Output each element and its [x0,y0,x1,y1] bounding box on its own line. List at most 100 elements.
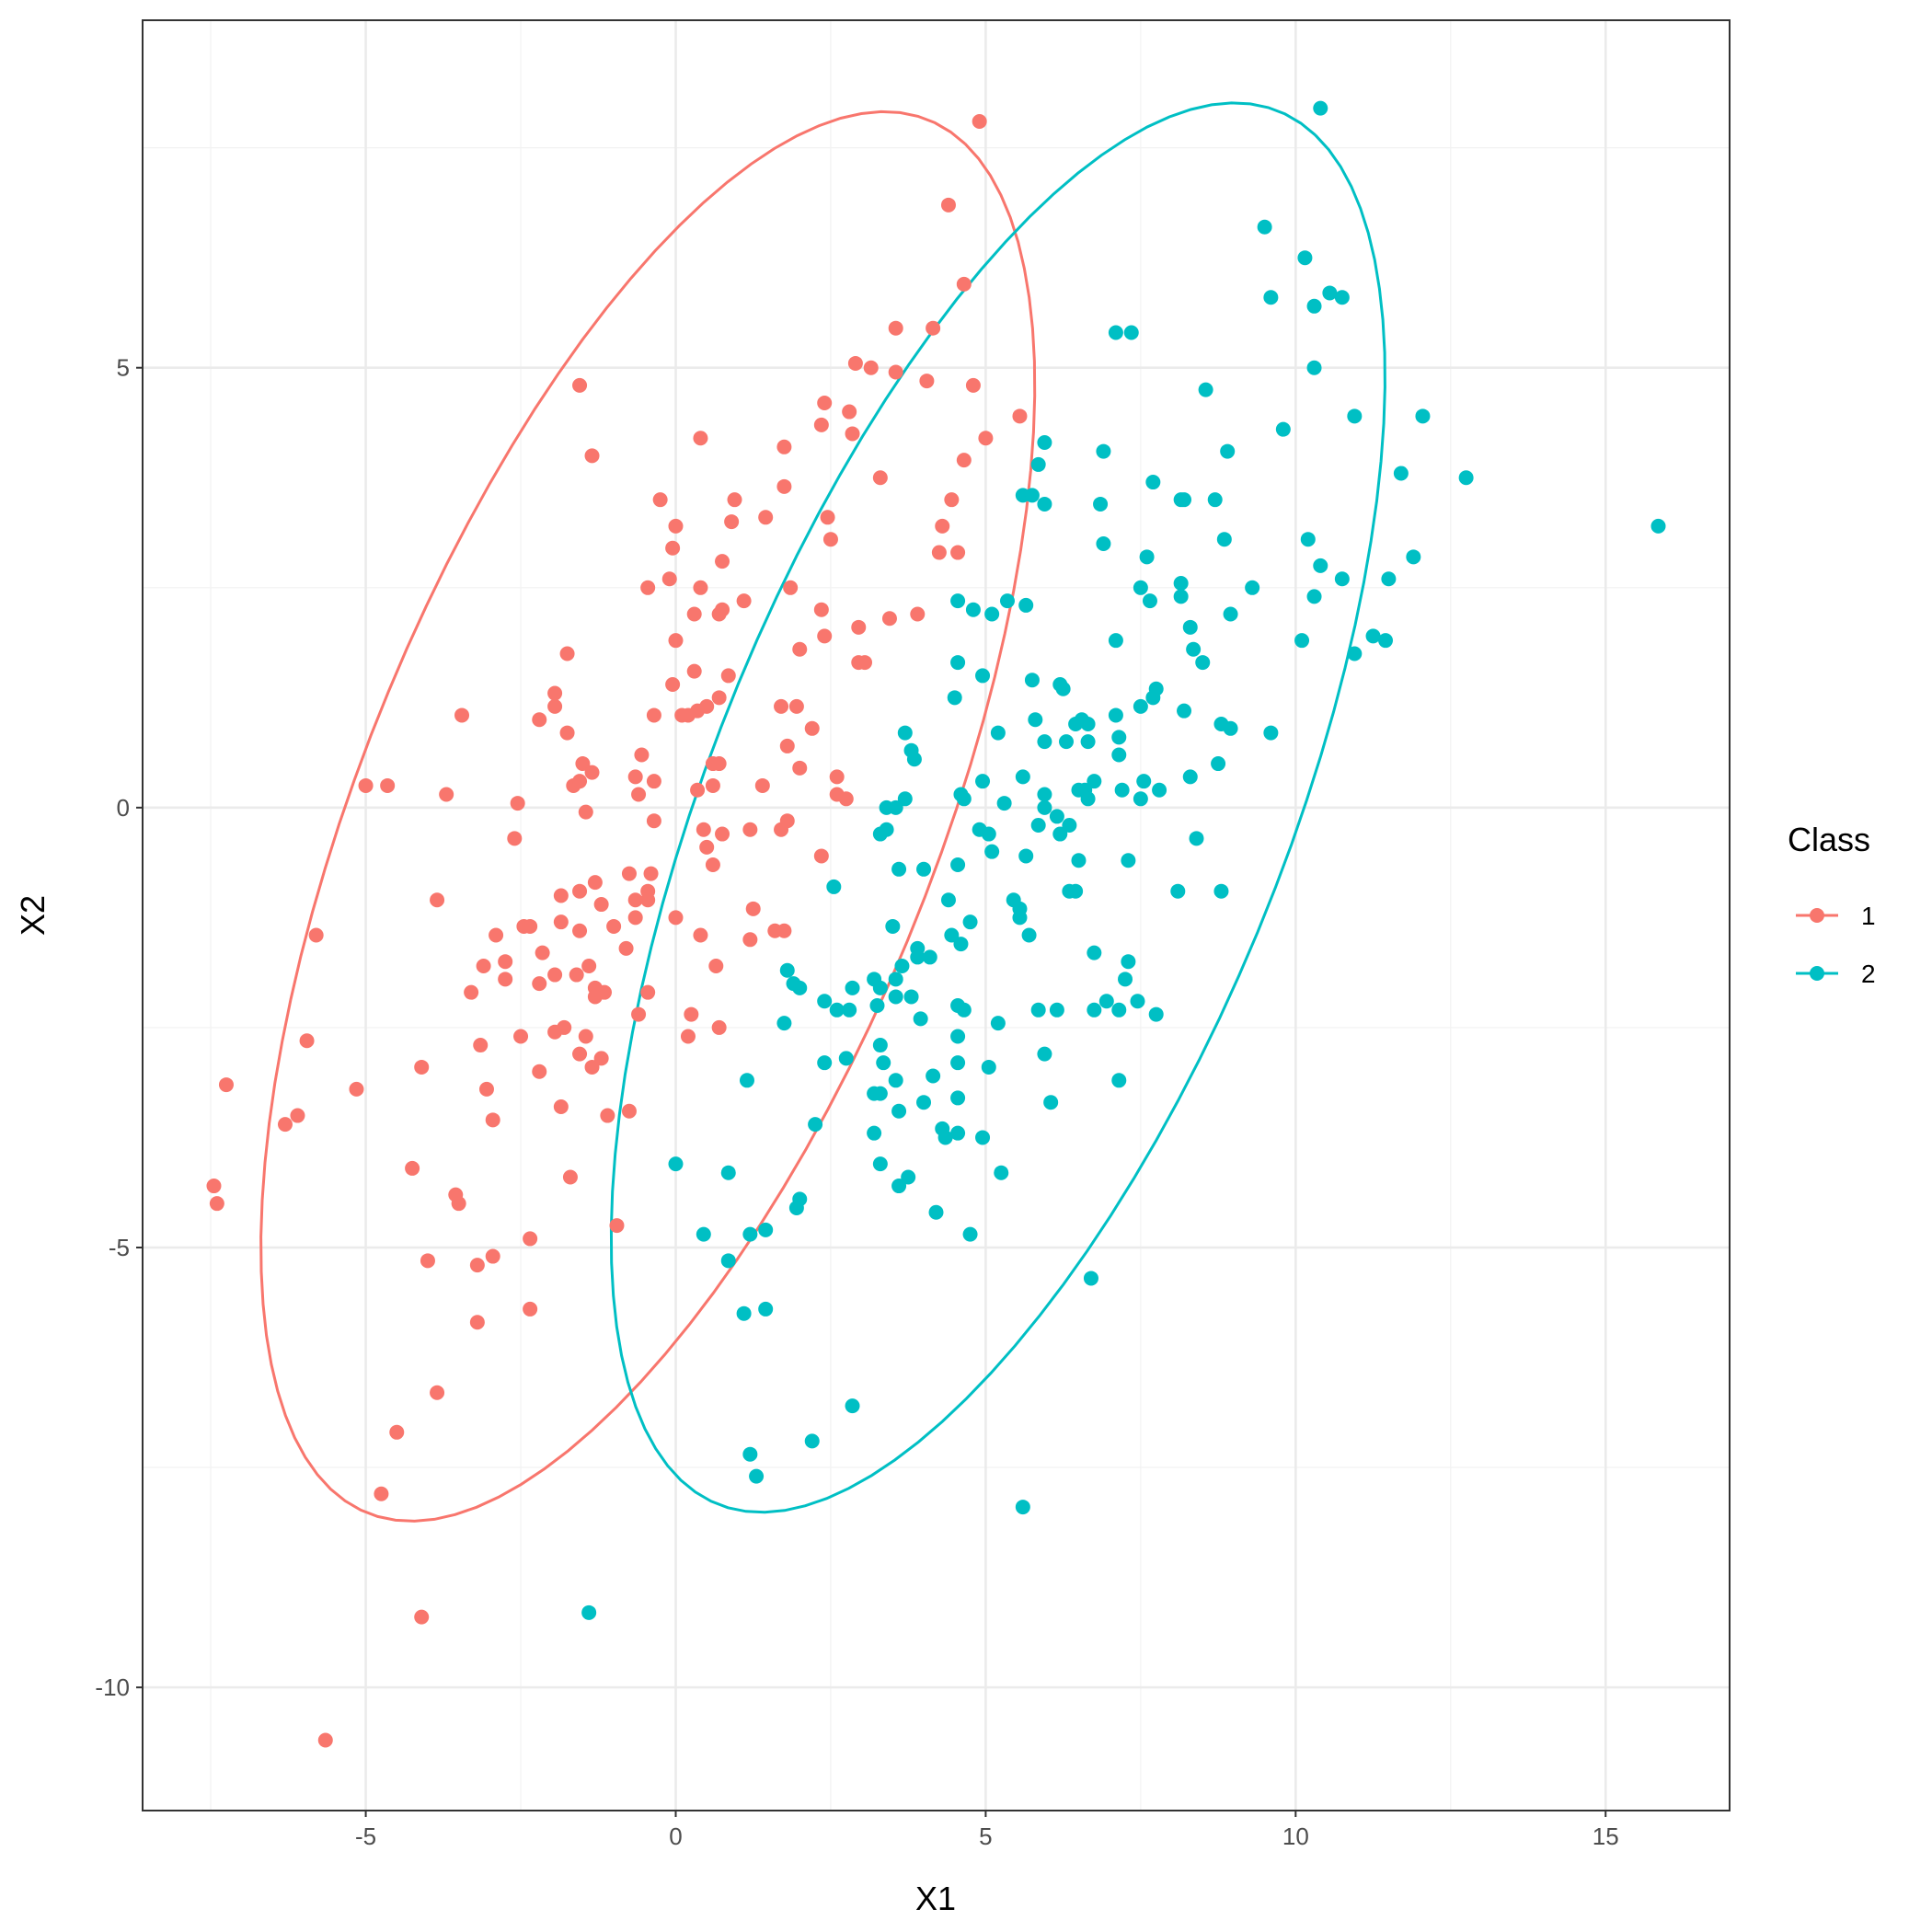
point-class-1 [804,720,820,736]
point-class-2 [1121,853,1136,868]
point-class-1 [430,892,445,908]
point-class-1 [888,320,903,336]
point-class-2 [749,1468,765,1484]
point-class-2 [1030,1002,1046,1018]
point-class-1 [277,1117,293,1133]
point-class-1 [374,1486,389,1501]
point-class-2 [950,857,966,873]
point-class-1 [618,940,634,956]
point-class-2 [1087,774,1102,789]
point-class-1 [774,698,789,714]
point-class-2 [1080,791,1096,807]
x-axis-title: X1 [915,1880,956,1917]
point-class-2 [990,1016,1006,1031]
point-class-1 [634,747,650,763]
point-class-2 [1198,382,1213,397]
point-class-2 [1068,883,1084,899]
plot-background [143,20,1730,1811]
point-class-1 [646,774,661,789]
point-class-2 [696,1226,711,1242]
point-class-2 [1177,703,1192,719]
point-class-2 [1111,1002,1127,1018]
point-class-1 [572,1046,588,1062]
point-class-2 [1334,571,1350,587]
legend-keys: 12 [1796,902,1876,988]
point-class-2 [742,1226,758,1242]
point-class-2 [913,1011,928,1027]
point-class-2 [950,655,966,671]
point-class-1 [686,606,702,622]
point-class-1 [473,1038,489,1053]
x-tick-label: 15 [1593,1823,1619,1850]
y-tick-label: -5 [109,1234,130,1261]
point-class-1 [724,514,740,530]
point-class-2 [996,796,1012,811]
point-class-2 [879,822,894,837]
point-class-2 [994,1165,1009,1180]
point-class-2 [1170,883,1186,899]
point-class-1 [553,914,569,930]
point-class-2 [903,989,919,1005]
point-class-2 [1313,558,1328,573]
point-class-2 [776,1016,792,1031]
point-class-2 [1393,466,1409,481]
point-class-2 [1043,1095,1059,1110]
point-class-2 [975,668,991,684]
point-class-1 [547,967,563,983]
point-class-2 [1062,817,1077,833]
point-class-1 [652,492,668,508]
point-class-2 [891,1179,907,1194]
point-class-1 [668,633,684,649]
point-class-2 [872,1156,888,1172]
point-class-1 [485,1112,500,1128]
point-class-1 [532,976,547,992]
point-class-1 [290,1108,305,1123]
point-class-2 [1108,325,1123,340]
point-class-2 [1313,100,1328,116]
point-class-1 [572,774,588,789]
point-class-2 [962,1226,978,1242]
point-class-2 [1297,250,1313,266]
point-class-1 [754,777,770,793]
point-class-2 [1028,712,1043,728]
point-class-1 [935,518,950,534]
point-class-2 [581,1604,597,1620]
point-class-1 [690,782,706,798]
point-class-1 [926,320,941,336]
point-class-2 [1275,421,1291,437]
point-class-1 [881,611,897,627]
point-class-1 [817,628,833,644]
point-class-1 [863,360,879,375]
point-class-2 [1186,641,1202,657]
point-class-1 [919,374,935,389]
point-class-1 [631,1006,647,1022]
point-class-2 [1189,831,1204,846]
point-class-1 [414,1059,430,1075]
point-class-2 [888,799,903,815]
point-class-2 [940,892,956,908]
point-class-2 [1055,681,1071,696]
point-class-2 [1111,1073,1127,1088]
point-class-1 [572,923,588,938]
point-class-1 [665,540,681,556]
point-class-2 [869,998,885,1014]
point-class-1 [661,571,677,587]
point-class-2 [1263,725,1279,741]
point-class-1 [451,1196,466,1212]
point-class-2 [975,774,991,789]
point-class-1 [584,448,600,464]
point-class-1 [405,1160,420,1176]
point-class-2 [962,914,978,930]
point-class-2 [984,844,1000,859]
point-class-1 [498,954,513,970]
point-class-1 [776,478,792,494]
point-class-2 [792,980,808,995]
point-class-1 [727,492,742,508]
point-class-2 [1148,1006,1164,1022]
point-class-2 [758,1222,774,1237]
point-class-1 [464,984,479,1000]
y-tick-label: 5 [117,354,130,382]
point-class-2 [838,1051,854,1066]
point-class-2 [1458,470,1474,486]
point-class-1 [587,989,603,1005]
